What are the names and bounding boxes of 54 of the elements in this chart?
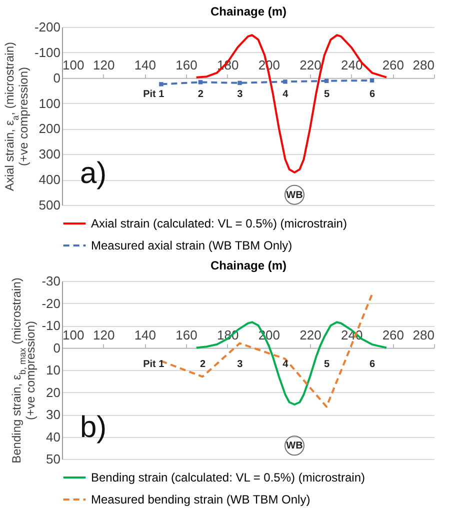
- x-tick-label: 140: [134, 327, 156, 342]
- y-tick-label: -10: [42, 318, 60, 333]
- annotation: 6: [369, 358, 376, 370]
- annotation: WB: [286, 190, 303, 201]
- annotation: 4: [282, 88, 289, 100]
- y-tick-label: 50: [46, 452, 60, 466]
- y-tick-label: -20: [42, 296, 60, 311]
- y-tick-label: 200: [38, 121, 60, 136]
- annotation: 4: [282, 358, 289, 370]
- annotation: WB: [286, 440, 303, 452]
- x-tick-label: 280: [412, 327, 434, 342]
- x-tick-label: 100: [62, 57, 84, 72]
- annotation: 6: [369, 88, 376, 100]
- x-tick-label: 280: [412, 57, 434, 72]
- y-tick-label: 30: [46, 407, 60, 422]
- annotation: b): [80, 411, 107, 444]
- annotation: 5: [324, 88, 330, 100]
- x-tick-label: 140: [134, 57, 156, 72]
- x-tick-label: 260: [382, 57, 404, 72]
- y-tick-label: 0: [53, 70, 60, 86]
- y-tick-label: 20: [46, 384, 60, 400]
- annotation: a): [80, 157, 107, 190]
- x-tick-label: 260: [382, 327, 404, 342]
- y-tick-label: -30: [42, 274, 60, 288]
- y-tick-label: 400: [38, 172, 60, 188]
- y-tick-label: 0: [53, 340, 60, 356]
- y-tick-label: 500: [38, 198, 60, 212]
- x-tick-label: 120: [92, 57, 115, 72]
- y-tick-label: -100: [34, 44, 60, 60]
- y-tick-label: -200: [34, 20, 60, 34]
- legend-label: Measured bending strain (WB TBM Only): [91, 492, 310, 506]
- x-axis-title: Chainage (m): [210, 258, 287, 272]
- line-series: [160, 293, 373, 408]
- x-tick-label: 220: [300, 57, 322, 72]
- legend-label: Measured axial strain (WB TBM Only): [91, 238, 292, 252]
- x-axis-title: Chainage (m): [210, 4, 287, 18]
- annotation: 3: [237, 358, 244, 370]
- y-tick-label: 10: [46, 362, 60, 378]
- y-tick-label: 40: [46, 429, 60, 444]
- annotation: 2: [198, 88, 204, 100]
- legend-label: Bending strain (calculated: VL = 0.5%) (microstrain): [91, 470, 366, 484]
- y-tick-label: 100: [38, 96, 60, 111]
- annotation: Pit 1: [143, 358, 165, 370]
- x-tick-label: 100: [62, 327, 84, 342]
- annotation: 3: [237, 88, 244, 100]
- annotation: 2: [200, 358, 206, 370]
- annotation: Pit 1: [143, 88, 165, 100]
- legend-label: Axial strain (calculated: VL = 0.5%) (microstrain): [91, 216, 347, 230]
- y-tick-label: 300: [38, 146, 60, 162]
- x-tick-label: 120: [92, 327, 115, 342]
- annotation: 5: [324, 358, 330, 370]
- x-tick-label: 160: [176, 57, 198, 72]
- x-tick-label: 160: [176, 327, 198, 342]
- x-tick-label: 220: [300, 327, 322, 342]
